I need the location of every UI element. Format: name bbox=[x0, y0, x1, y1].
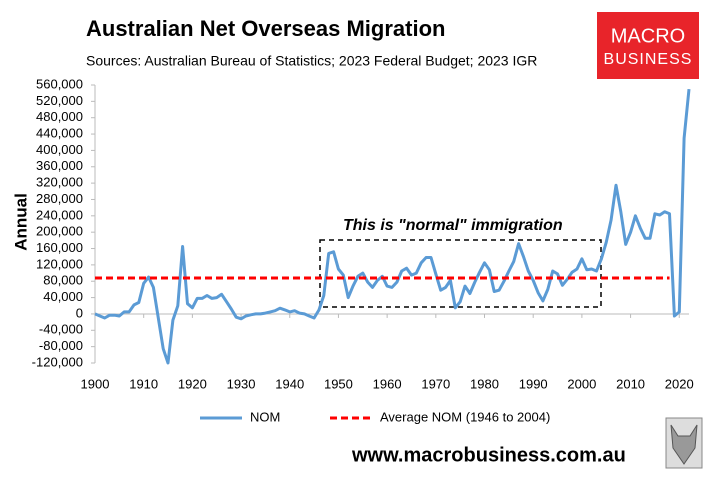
y-tick-label: 360,000 bbox=[36, 158, 83, 173]
y-tick-label: 440,000 bbox=[36, 125, 83, 140]
x-tick-label: 1950 bbox=[324, 376, 353, 391]
x-tick-label: 2000 bbox=[567, 376, 596, 391]
y-tick-label: 400,000 bbox=[36, 142, 83, 157]
x-tick-label: 1900 bbox=[81, 376, 110, 391]
footer: www.macrobusiness.com.au bbox=[351, 444, 626, 466]
y-tick-label: 240,000 bbox=[36, 207, 83, 222]
y-tick-label: 480,000 bbox=[36, 109, 83, 124]
logo-text: BUSINESS bbox=[604, 51, 693, 68]
y-tick-label: 160,000 bbox=[36, 240, 83, 255]
x-tick-label: 1960 bbox=[373, 376, 402, 391]
x-tick-label: 1910 bbox=[129, 376, 158, 391]
x-tick-label: 2010 bbox=[616, 376, 645, 391]
x-tick-label: 1990 bbox=[519, 376, 548, 391]
x-tick-label: 1930 bbox=[227, 376, 256, 391]
y-tick-label: 40,000 bbox=[43, 289, 83, 304]
x-tick-label: 2020 bbox=[665, 376, 694, 391]
logo-text: MACRO bbox=[611, 25, 685, 47]
y-tick-label: 520,000 bbox=[36, 93, 83, 108]
y-tick-label: 280,000 bbox=[36, 191, 83, 206]
y-tick-label: 0 bbox=[76, 305, 83, 320]
legend-label: Average NOM (1946 to 2004) bbox=[380, 409, 550, 424]
chart-title: Australian Net Overseas Migration bbox=[86, 16, 445, 41]
y-tick-label: 80,000 bbox=[43, 273, 83, 288]
wolf-icon bbox=[665, 417, 703, 469]
y-tick-label: 120,000 bbox=[36, 256, 83, 271]
y-tick-label: 200,000 bbox=[36, 224, 83, 239]
annotation: This is "normal" immigration bbox=[343, 217, 563, 234]
y-tick-label: -120,000 bbox=[32, 354, 83, 369]
y-tick-label: 320,000 bbox=[36, 175, 83, 190]
x-tick-label: 1980 bbox=[470, 376, 499, 391]
legend-label: NOM bbox=[250, 409, 280, 424]
x-tick-label: 1920 bbox=[178, 376, 207, 391]
y-tick-label: -80,000 bbox=[39, 338, 83, 353]
data-line bbox=[94, 88, 691, 365]
x-tick-label: 1940 bbox=[275, 376, 304, 391]
y-tick-label: -40,000 bbox=[39, 322, 83, 337]
chart-subtitle: Sources: Australian Bureau of Statistics… bbox=[86, 53, 537, 69]
logo-box bbox=[597, 12, 699, 79]
y-axis-label: Annual bbox=[11, 193, 30, 251]
y-tick-label: 560,000 bbox=[36, 76, 83, 91]
x-tick-label: 1970 bbox=[421, 376, 450, 391]
annotation-box bbox=[319, 239, 602, 308]
